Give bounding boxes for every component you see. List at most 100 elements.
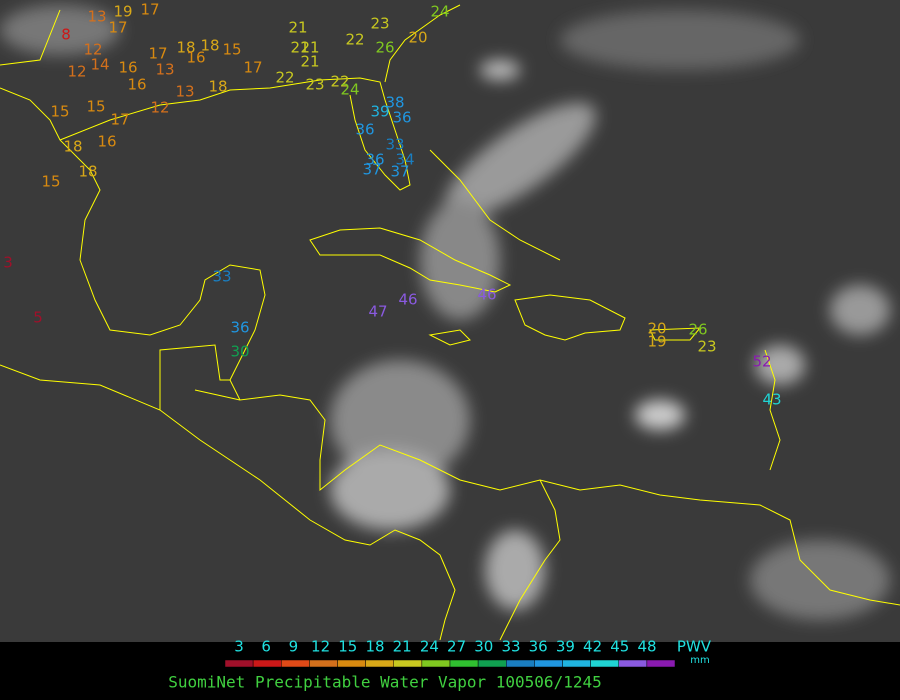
station-value: 39 bbox=[370, 103, 389, 121]
station-value: 34 bbox=[395, 151, 414, 169]
colorbar-swatch bbox=[534, 659, 563, 668]
station-value: 37 bbox=[390, 163, 409, 181]
colorbar-tick-label: 42 bbox=[583, 638, 602, 656]
station-value: 24 bbox=[340, 81, 359, 99]
station-value: 47 bbox=[368, 303, 387, 321]
station-value: 12 bbox=[150, 99, 169, 117]
station-value: 33 bbox=[212, 268, 231, 286]
colorbar-swatch bbox=[618, 659, 648, 668]
colorbar-swatch bbox=[590, 659, 619, 668]
colorbar-tick-label: 3 bbox=[234, 638, 244, 656]
colorbar-tick-label: 45 bbox=[610, 638, 629, 656]
station-value: 18 bbox=[78, 163, 97, 181]
station-value: 14 bbox=[90, 56, 109, 74]
station-value: 12 bbox=[83, 41, 102, 59]
station-value: 23 bbox=[305, 76, 324, 94]
station-value: 37 bbox=[362, 161, 381, 179]
background bbox=[0, 0, 900, 642]
station-value: 36 bbox=[230, 319, 249, 337]
station-value: 12 bbox=[67, 63, 86, 81]
colorbar-tick-label: 9 bbox=[289, 638, 299, 656]
station-value: 24 bbox=[430, 3, 449, 21]
station-value: 15 bbox=[222, 41, 241, 59]
station-value: 30 bbox=[230, 343, 249, 361]
station-value: 36 bbox=[365, 151, 384, 169]
station-value: 18 bbox=[208, 78, 227, 96]
station-value: 21 bbox=[290, 39, 309, 57]
station-value: 23 bbox=[697, 338, 716, 356]
station-value: 5 bbox=[33, 309, 43, 327]
colorbar-swatch bbox=[252, 659, 282, 668]
colorbar-unit: mm bbox=[690, 655, 709, 666]
colorbar-swatch bbox=[449, 659, 479, 668]
colorbar-swatch bbox=[281, 659, 310, 668]
station-value: 18 bbox=[176, 39, 195, 57]
colorbar-swatch bbox=[365, 659, 394, 668]
station-value: 17 bbox=[243, 59, 262, 77]
colorbar-swatch bbox=[562, 659, 591, 668]
station-value: 52 bbox=[752, 353, 771, 371]
station-value: 15 bbox=[41, 173, 60, 191]
station-value: 26 bbox=[375, 39, 394, 57]
colorbar-swatch bbox=[421, 659, 451, 668]
clouds bbox=[0, 5, 890, 620]
station-value: 26 bbox=[688, 321, 707, 339]
coastlines bbox=[0, 4, 900, 641]
station-value: 20 bbox=[408, 29, 427, 47]
station-value: 17 bbox=[140, 1, 159, 19]
station-value: 17 bbox=[108, 19, 127, 37]
station-value: 13 bbox=[155, 61, 174, 79]
station-value: 17 bbox=[110, 111, 129, 129]
station-value: 19 bbox=[647, 333, 666, 351]
colorbar-tick-label: 6 bbox=[261, 638, 271, 656]
colorbar-swatch bbox=[337, 659, 366, 668]
colorbar-swatch bbox=[506, 659, 535, 668]
colorbar-swatch bbox=[646, 659, 676, 668]
colorbar-swatch bbox=[477, 659, 507, 668]
station-value: 36 bbox=[392, 109, 411, 127]
station-value: 16 bbox=[97, 133, 116, 151]
caption: SuomiNet Precipitable Water Vapor 100506… bbox=[168, 673, 601, 692]
colorbar-tick-label: 48 bbox=[637, 638, 656, 656]
station-value: 22 bbox=[345, 31, 364, 49]
station-value: 16 bbox=[118, 59, 137, 77]
station-value: 21 bbox=[300, 39, 319, 57]
station-value: 16 bbox=[186, 49, 205, 67]
station-value: 23 bbox=[370, 15, 389, 33]
station-value: 16 bbox=[127, 76, 146, 94]
station-value: 33 bbox=[385, 136, 404, 154]
colorbar-tick-label: 24 bbox=[420, 638, 439, 656]
station-value: 46 bbox=[398, 291, 417, 309]
colorbar-tick-label: 27 bbox=[447, 638, 466, 656]
station-value: 8 bbox=[61, 26, 71, 44]
colorbar-tick-label: 18 bbox=[365, 638, 384, 656]
station-value: 18 bbox=[63, 138, 82, 156]
colorbar-tick-label: 39 bbox=[556, 638, 575, 656]
colorbar-tick-label: 12 bbox=[311, 638, 330, 656]
colorbar-label: PWV bbox=[677, 638, 712, 656]
station-value: 43 bbox=[762, 391, 781, 409]
station-value: 21 bbox=[300, 53, 319, 71]
station-value: 13 bbox=[87, 8, 106, 26]
colorbar: 3 6 9 12 15 18 21 24 27 30 33 36 39 42 45 48 bbox=[224, 638, 676, 668]
colorbar-tick-label: 33 bbox=[501, 638, 520, 656]
station-value: 22 bbox=[330, 73, 349, 91]
station-value: 13 bbox=[175, 83, 194, 101]
station-value: 21 bbox=[288, 19, 307, 37]
colorbar-tick-label: 36 bbox=[529, 638, 548, 656]
colorbar-swatch bbox=[393, 659, 423, 668]
station-value: 22 bbox=[275, 69, 294, 87]
station-value: 20 bbox=[647, 320, 666, 338]
station-value: 38 bbox=[385, 94, 404, 112]
station-value: 17 bbox=[148, 45, 167, 63]
colorbar-tick-label: 15 bbox=[338, 638, 357, 656]
colorbar-swatch bbox=[224, 659, 254, 668]
colorbar-tick-label: 30 bbox=[474, 638, 493, 656]
station-value: 36 bbox=[355, 121, 374, 139]
station-value: 15 bbox=[50, 103, 69, 121]
colorbar-swatch bbox=[309, 659, 338, 668]
station-value: 3 bbox=[3, 254, 13, 272]
station-value: 15 bbox=[86, 98, 105, 116]
